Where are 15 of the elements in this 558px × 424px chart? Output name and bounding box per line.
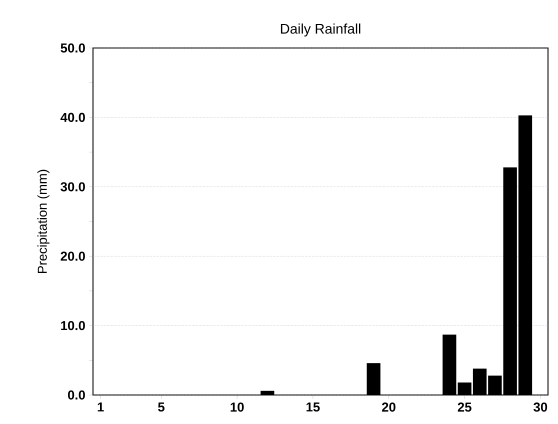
- chart-title: Daily Rainfall: [280, 24, 360, 36]
- y-tick-label: 20.0: [60, 252, 85, 261]
- x-tick-label: 10: [230, 402, 244, 412]
- x-tick-label: 5: [158, 402, 164, 412]
- y-tick-label: 10.0: [61, 321, 85, 330]
- x-tick-label: 20: [382, 402, 396, 412]
- x-tick-label: 15: [306, 402, 320, 412]
- y-axis-title: Precipitation (mm): [37, 170, 50, 273]
- y-tick-label: 30.0: [60, 182, 85, 192]
- x-tick-label: 1: [98, 402, 104, 412]
- x-tick-label: 30: [534, 402, 548, 412]
- y-tick-label: 40.0: [60, 112, 85, 122]
- y-tick-label: 50.0: [60, 43, 85, 53]
- y-tick-label: 0.0: [68, 390, 85, 400]
- x-tick-label: 25: [458, 402, 472, 412]
